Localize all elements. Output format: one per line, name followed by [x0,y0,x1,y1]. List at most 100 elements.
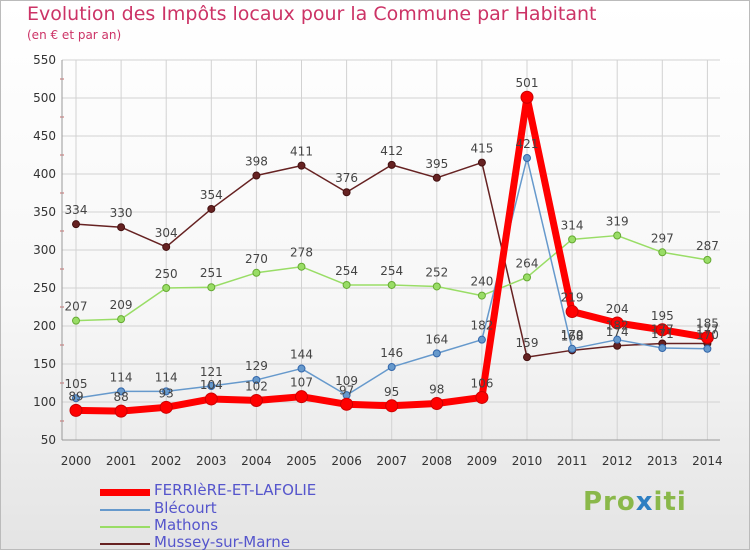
legend-label: FERRIèRE-ET-LAFOLIE [154,481,317,499]
data-label: 297 [651,231,674,245]
legend-swatch [100,488,150,496]
data-point [475,390,489,404]
data-label: 219 [561,291,584,305]
data-label: 270 [245,252,268,266]
data-point [477,158,486,167]
data-point [117,223,126,232]
legend-label: Mussey-sur-Marne [154,533,291,551]
data-point [568,344,577,353]
data-point [114,404,128,418]
x-tick-label: 2009 [467,454,498,468]
data-label: 182 [606,319,629,333]
data-label: 304 [155,226,178,240]
series-ferri-re-et-lafolie [69,90,714,418]
data-point [162,387,171,396]
data-label: 421 [516,137,539,151]
data-point [703,344,712,353]
data-point [252,375,261,384]
data-point [432,349,441,358]
data-label: 146 [380,346,403,360]
y-tick-label: 550 [33,53,56,67]
logo-part-x: x [635,487,654,517]
data-point [658,344,667,353]
data-point [252,171,261,180]
grid-layer: 50 100 150 200 250 300 350 400 450 500 550 2000 2001… [33,53,723,468]
data-point [703,255,712,264]
x-tick-label: 2007 [376,454,407,468]
y-tick-label: 50 [41,433,56,447]
data-point [387,160,396,169]
data-label: 501 [516,76,539,90]
x-tick-label: 2012 [602,454,633,468]
data-label: 114 [110,370,133,384]
data-label: 174 [606,325,629,339]
data-point [117,387,126,396]
data-point [117,315,126,324]
data-point [297,161,306,170]
data-label: 182 [470,319,493,333]
x-tick-label: 2004 [241,454,272,468]
data-point [385,399,399,413]
series-mathons [72,231,712,325]
data-point [432,282,441,291]
legend-swatch [100,526,150,528]
data-point [610,316,624,330]
data-point [613,335,622,344]
data-point [387,363,396,372]
x-tick-label: 2014 [692,454,723,468]
y-tick-label: 250 [33,281,56,295]
legend-swatch [100,509,150,511]
data-label: 334 [65,203,88,217]
data-label: 278 [290,246,313,260]
data-point [342,280,351,289]
x-tick-label: 2003 [196,454,227,468]
data-label: 97 [339,383,354,397]
data-label: 395 [425,157,448,171]
data-point [72,394,80,403]
data-label: 93 [159,386,174,400]
x-tick-label: 2008 [422,454,453,468]
data-point [658,248,667,257]
y-tick-label: 500 [33,91,56,105]
data-point [340,397,354,411]
data-label: 164 [425,332,448,346]
y-tick-label: 400 [33,167,56,181]
data-label: 252 [425,265,448,279]
logo-part-iti: iti [653,487,687,517]
data-label: 114 [155,370,178,384]
data-label: 170 [696,328,719,342]
data-label: 177 [651,322,674,336]
data-point [162,242,171,251]
data-point [207,382,216,391]
data-point [249,393,263,407]
data-label: 287 [696,239,719,253]
data-label: 177 [696,322,719,336]
x-tick-label: 2005 [286,454,317,468]
y-tick-label: 200 [33,319,56,333]
x-tick-label: 2010 [512,454,543,468]
legend-label: Blécourt [154,499,217,517]
data-label: 98 [429,383,444,397]
data-label: 106 [470,376,493,390]
data-point [613,231,622,240]
data-point [297,364,306,373]
data-point [565,305,579,319]
data-point [430,397,444,411]
data-point [204,392,218,406]
data-label: 411 [290,145,313,159]
data-point [72,220,80,229]
x-tick-label: 2011 [557,454,588,468]
data-label: 144 [290,348,313,362]
data-point [520,90,534,104]
data-point [700,330,714,344]
data-point [477,291,486,300]
data-label: 102 [245,379,268,393]
data-label: 168 [561,329,584,343]
data-point [72,316,80,325]
data-label: 254 [335,264,358,278]
data-label: 159 [516,336,539,350]
data-label: 250 [155,267,178,281]
